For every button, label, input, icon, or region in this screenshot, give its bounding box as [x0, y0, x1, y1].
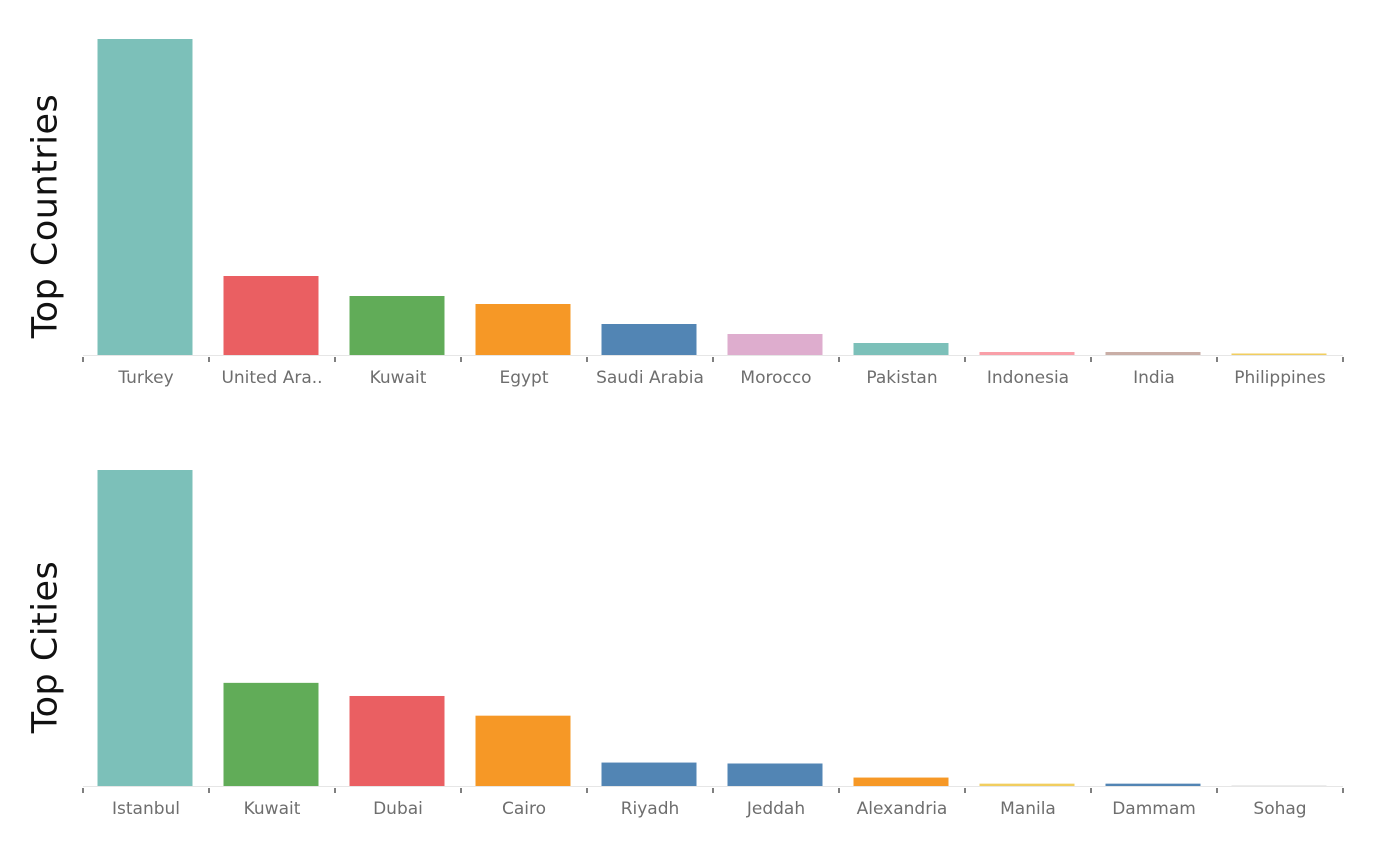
- bar[interactable]: [223, 276, 319, 355]
- bar[interactable]: [601, 324, 697, 355]
- bar[interactable]: [727, 334, 823, 355]
- bar[interactable]: [97, 470, 193, 786]
- x-tick-label: Philippines: [1234, 368, 1326, 388]
- bar[interactable]: [97, 39, 193, 355]
- bar[interactable]: [349, 695, 445, 786]
- bar[interactable]: [349, 296, 445, 355]
- x-tick-label: Dubai: [373, 799, 423, 819]
- bar[interactable]: [853, 343, 949, 355]
- countries-bar-chart: Turkey United Ara.. Kuwait Egypt Saudi Arabi…: [82, 39, 1344, 388]
- x-tick-label: Indonesia: [987, 368, 1069, 388]
- x-tick-label: India: [1133, 368, 1175, 388]
- x-tick-label: Saudi Arabia: [596, 368, 704, 388]
- x-tick-label: Alexandria: [857, 799, 948, 819]
- bar[interactable]: [727, 763, 823, 786]
- bar[interactable]: [979, 783, 1075, 786]
- x-tick-label: Cairo: [502, 799, 546, 819]
- bar[interactable]: [475, 715, 571, 786]
- x-tick-label: Pakistan: [866, 368, 937, 388]
- bar[interactable]: [1231, 785, 1327, 786]
- bar[interactable]: [1231, 353, 1327, 356]
- cities-panel: Top Cities Istanbul Kuwait Dubai Cairo Riyad…: [0, 431, 1382, 862]
- countries-panel: Top Countries Turkey United Ara.. Kuwait Eg…: [25, 39, 1344, 388]
- bar[interactable]: [475, 304, 571, 355]
- x-tick-label: Turkey: [117, 368, 173, 388]
- x-tick-label: Riyadh: [621, 799, 680, 819]
- x-tick-label: Egypt: [499, 368, 548, 388]
- bar[interactable]: [979, 352, 1075, 355]
- x-tick-label: Morocco: [740, 368, 811, 388]
- x-tick-label: Sohag: [1253, 799, 1306, 819]
- bar[interactable]: [853, 777, 949, 786]
- x-tick-label: Manila: [1000, 799, 1056, 819]
- x-tick-label: United Ara..: [221, 368, 322, 388]
- x-tick-label: Dammam: [1112, 799, 1196, 819]
- x-tick-label: Jeddah: [746, 799, 805, 819]
- bar[interactable]: [601, 762, 697, 786]
- bar[interactable]: [1105, 783, 1201, 786]
- bar[interactable]: [1105, 352, 1201, 355]
- bar[interactable]: [223, 682, 319, 786]
- x-tick-label: Kuwait: [370, 368, 427, 388]
- x-tick-label: Kuwait: [244, 799, 301, 819]
- x-tick-label: Istanbul: [112, 799, 180, 819]
- cities-bar-chart: Istanbul Kuwait Dubai Cairo Riyadh Jeddah Alex…: [82, 470, 1344, 819]
